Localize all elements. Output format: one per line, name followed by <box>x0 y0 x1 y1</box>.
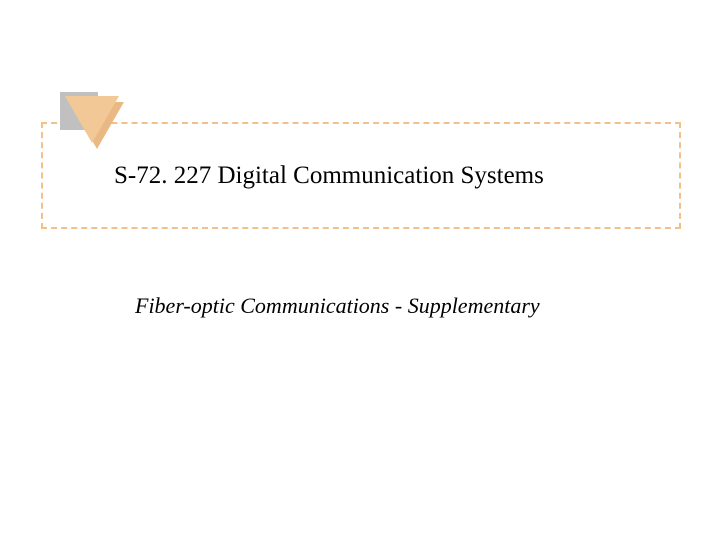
decoration-triangle <box>65 96 119 143</box>
slide-subtitle: Fiber-optic Communications - Supplementa… <box>135 293 540 319</box>
slide-title: S-72. 227 Digital Communication Systems <box>114 162 544 190</box>
slide: S-72. 227 Digital Communication Systems … <box>0 0 720 540</box>
